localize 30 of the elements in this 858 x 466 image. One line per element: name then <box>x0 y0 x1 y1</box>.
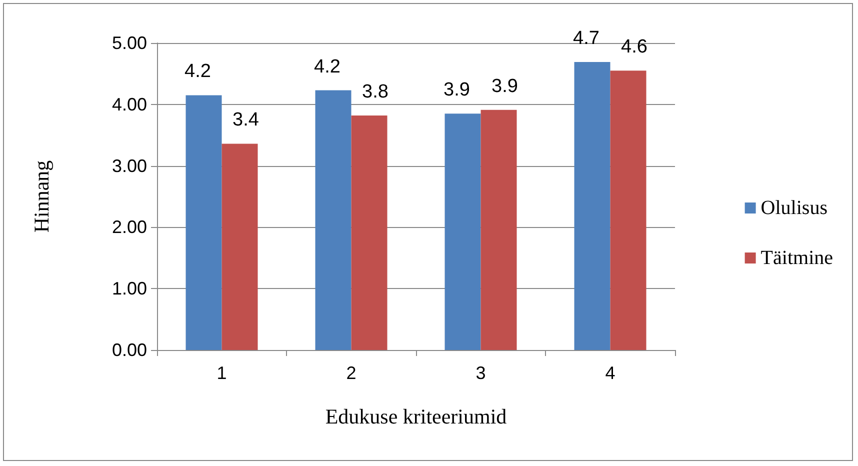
bar <box>480 110 517 350</box>
x-tick-label: 4 <box>605 363 616 383</box>
bar <box>222 144 258 350</box>
data-label: 4.6 <box>621 36 648 58</box>
data-label: 3.9 <box>492 76 518 97</box>
y-tick-label: 2.00 <box>112 217 147 238</box>
bar <box>610 70 646 350</box>
y-tick-label: 5.00 <box>112 33 147 53</box>
legend-label: Täitmine <box>760 247 834 269</box>
y-tick-label: 1.00 <box>112 278 147 299</box>
bar <box>315 90 352 350</box>
x-axis-title: Edukuse kriteeriumid <box>325 404 508 428</box>
bar <box>186 95 222 350</box>
y-axis-title: Hinnang <box>30 160 54 233</box>
bar <box>444 114 481 350</box>
data-label: 3.8 <box>362 81 388 102</box>
x-tick-label: 1 <box>216 363 227 383</box>
data-label: 3.4 <box>232 110 260 131</box>
bar <box>574 62 610 350</box>
x-tick-label: 2 <box>346 363 356 383</box>
y-tick-label: 3.00 <box>112 156 147 176</box>
x-tick-label: 3 <box>476 363 486 383</box>
bar <box>351 115 388 350</box>
data-label: 4.2 <box>184 61 211 82</box>
data-label: 4.2 <box>314 56 340 78</box>
legend-label: Olulisus <box>760 197 828 219</box>
data-label: 3.9 <box>444 80 470 101</box>
y-tick-label: 0.00 <box>112 340 147 360</box>
y-tick-label: 4.00 <box>112 94 147 114</box>
data-label: 4.7 <box>573 28 600 50</box>
